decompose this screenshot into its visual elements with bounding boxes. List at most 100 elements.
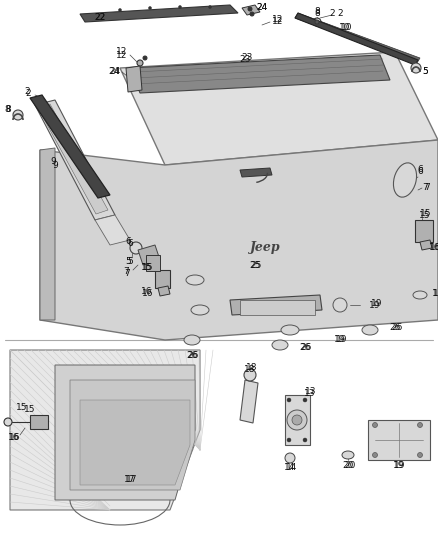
Polygon shape: [230, 295, 322, 315]
Text: 19: 19: [394, 461, 406, 470]
Ellipse shape: [281, 325, 299, 335]
Text: 9: 9: [50, 157, 56, 166]
Bar: [240, 300, 315, 315]
Text: 18: 18: [244, 366, 256, 375]
Text: 8: 8: [4, 104, 10, 114]
Polygon shape: [420, 240, 432, 250]
Circle shape: [372, 453, 378, 457]
Polygon shape: [80, 5, 238, 22]
Circle shape: [143, 56, 147, 60]
Ellipse shape: [186, 275, 204, 285]
Text: 7: 7: [424, 182, 430, 191]
Circle shape: [13, 110, 23, 120]
Text: 23: 23: [239, 55, 251, 64]
Polygon shape: [55, 365, 195, 500]
Circle shape: [303, 438, 307, 442]
Text: 26: 26: [187, 351, 199, 359]
Circle shape: [287, 438, 291, 442]
Text: 17: 17: [124, 475, 136, 484]
Polygon shape: [285, 395, 310, 445]
Ellipse shape: [342, 451, 354, 459]
Text: 25: 25: [250, 261, 261, 270]
Polygon shape: [40, 140, 438, 340]
Text: 5: 5: [422, 68, 428, 77]
Circle shape: [417, 453, 423, 457]
Text: 2: 2: [329, 9, 335, 18]
Text: 19: 19: [369, 301, 381, 310]
Circle shape: [313, 18, 321, 26]
Text: 20: 20: [343, 461, 354, 470]
Text: 2: 2: [25, 88, 31, 98]
Text: 12: 12: [117, 47, 128, 56]
Bar: [415, 220, 433, 242]
Polygon shape: [138, 245, 160, 265]
Ellipse shape: [184, 335, 200, 345]
Text: 15: 15: [141, 262, 153, 271]
Text: 24: 24: [108, 67, 120, 76]
Circle shape: [244, 369, 256, 381]
Text: 12: 12: [117, 51, 128, 60]
Text: 19: 19: [336, 335, 348, 343]
Text: 16: 16: [8, 432, 20, 441]
Polygon shape: [295, 13, 420, 63]
Text: 7: 7: [124, 269, 130, 278]
Ellipse shape: [393, 163, 417, 197]
Polygon shape: [95, 215, 130, 245]
Circle shape: [148, 6, 152, 10]
Text: 7: 7: [123, 268, 129, 277]
Polygon shape: [80, 400, 190, 485]
Polygon shape: [158, 286, 170, 296]
Ellipse shape: [272, 340, 288, 350]
Text: 14: 14: [284, 463, 296, 472]
Circle shape: [287, 398, 291, 402]
Text: 1: 1: [432, 288, 438, 297]
Text: 10: 10: [339, 23, 351, 33]
Text: 16: 16: [141, 287, 153, 296]
Text: 8: 8: [314, 7, 320, 17]
Text: 26: 26: [300, 343, 312, 351]
Text: 18: 18: [246, 364, 258, 373]
Polygon shape: [10, 350, 200, 510]
Ellipse shape: [191, 305, 209, 315]
Text: 7: 7: [422, 183, 428, 192]
Polygon shape: [40, 148, 55, 320]
Polygon shape: [70, 380, 195, 490]
Text: 12: 12: [272, 18, 284, 27]
Circle shape: [303, 398, 307, 402]
Text: 25: 25: [249, 261, 261, 270]
Polygon shape: [240, 168, 272, 177]
Circle shape: [119, 9, 121, 12]
Circle shape: [417, 423, 423, 427]
Text: 26: 26: [186, 351, 198, 359]
Text: 16: 16: [430, 243, 438, 252]
Text: 16: 16: [142, 288, 154, 297]
Polygon shape: [126, 66, 142, 92]
Circle shape: [250, 12, 254, 16]
Circle shape: [285, 453, 295, 463]
Circle shape: [333, 298, 347, 312]
Text: 19: 19: [371, 300, 383, 309]
Text: Jeep: Jeep: [250, 241, 280, 254]
Text: 5: 5: [422, 67, 428, 76]
Text: 9: 9: [52, 160, 58, 169]
Circle shape: [137, 60, 143, 66]
Text: 6: 6: [127, 238, 133, 247]
Circle shape: [179, 5, 181, 9]
Text: 2: 2: [337, 10, 343, 19]
Text: 16: 16: [9, 433, 21, 442]
Circle shape: [4, 418, 12, 426]
Text: 23: 23: [241, 53, 253, 62]
Text: 26: 26: [391, 322, 403, 332]
Text: 19: 19: [393, 461, 405, 470]
Circle shape: [248, 7, 252, 11]
Circle shape: [130, 242, 142, 254]
Polygon shape: [295, 13, 418, 65]
Bar: [146, 255, 160, 271]
Polygon shape: [120, 52, 438, 165]
Text: 6: 6: [417, 167, 423, 176]
Circle shape: [208, 5, 212, 9]
Polygon shape: [368, 420, 430, 460]
Text: 26: 26: [299, 343, 311, 352]
Text: 15: 15: [142, 263, 154, 272]
Text: 22: 22: [94, 13, 106, 22]
